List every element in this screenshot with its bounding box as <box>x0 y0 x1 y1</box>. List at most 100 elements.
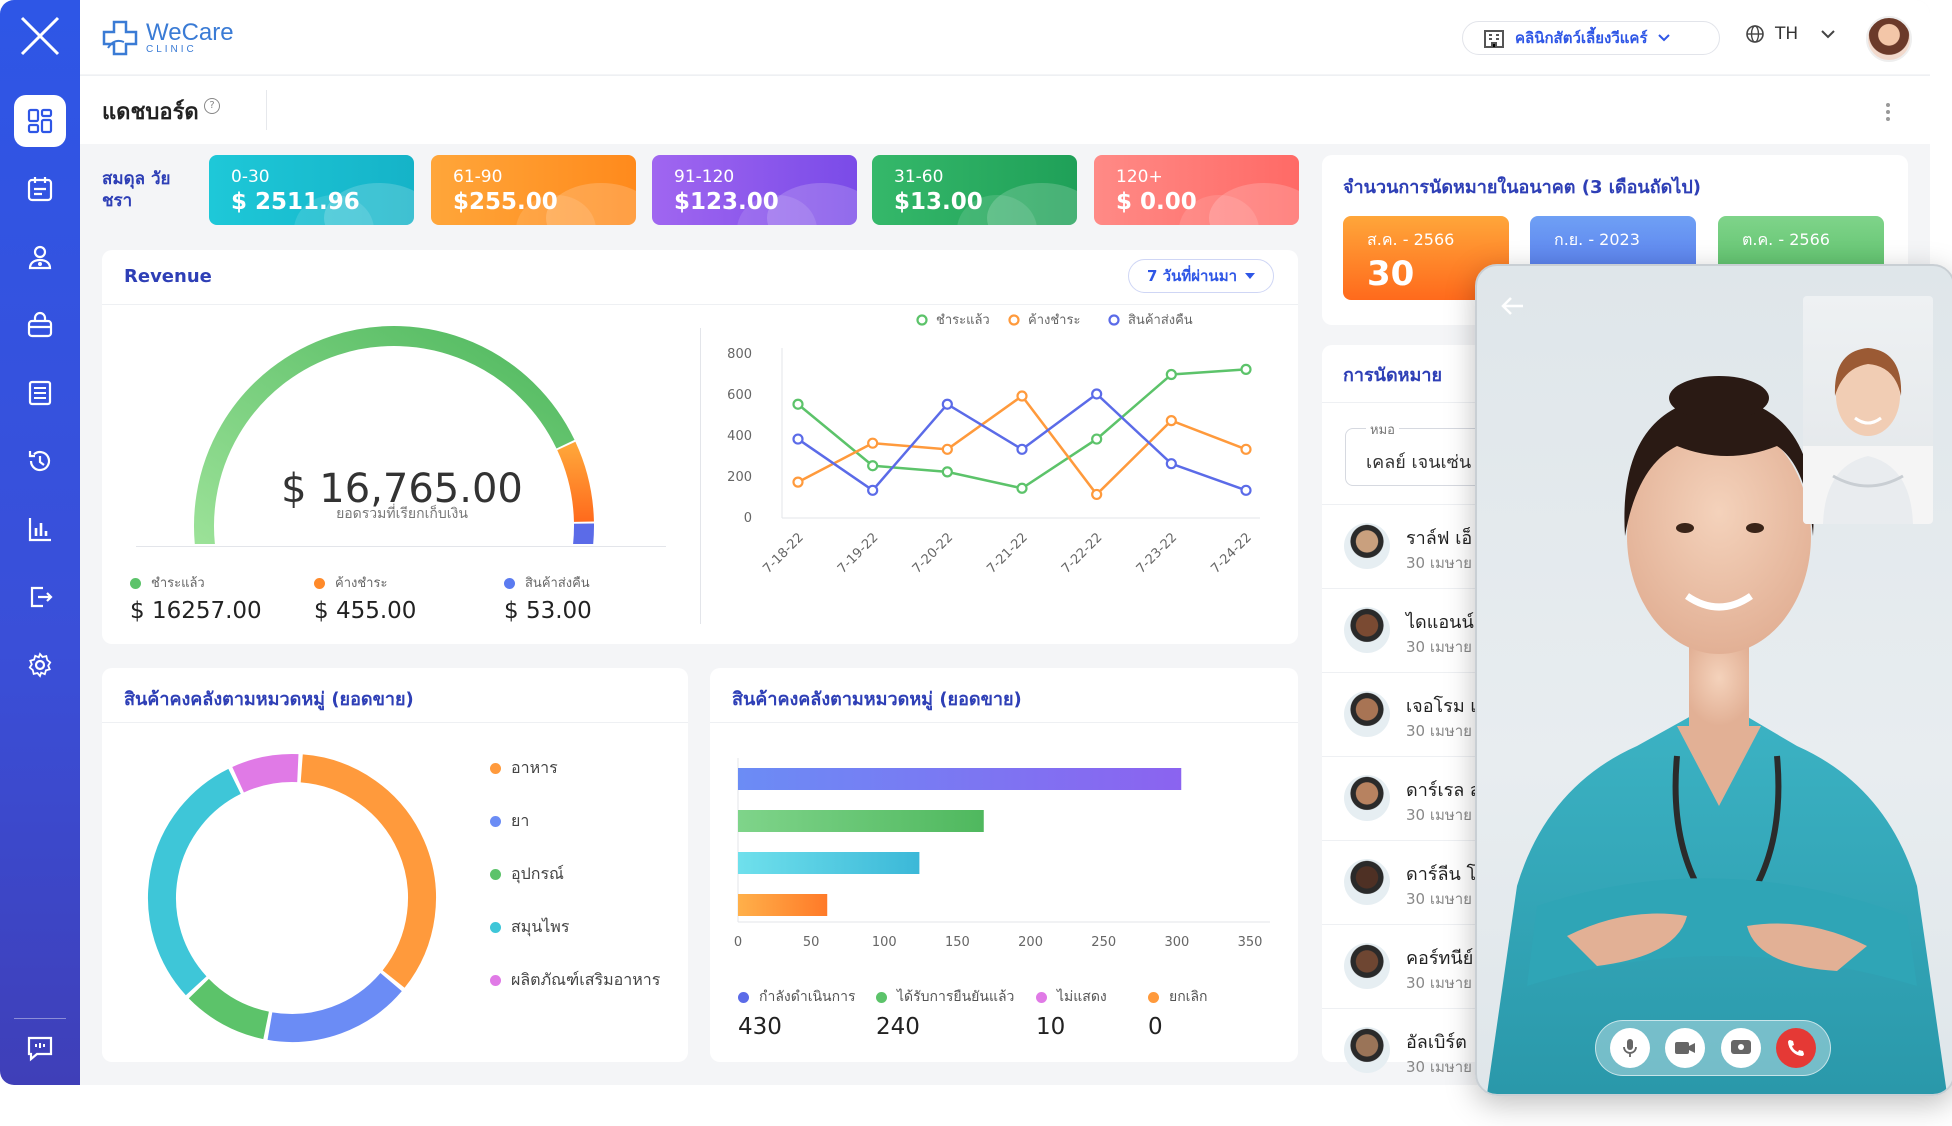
back-arrow-icon[interactable] <box>1501 296 1525 316</box>
end-call-button[interactable] <box>1776 1028 1817 1068</box>
donut-legend-item: อุปกรณ์ <box>490 862 564 887</box>
sidebar-item-store[interactable] <box>14 299 66 351</box>
data-point[interactable] <box>792 398 804 410</box>
appointment-row[interactable]: ราล์ฟ เอ็ 30 เมษาย <box>1322 504 1582 589</box>
share-button[interactable] <box>1720 1028 1761 1068</box>
month-label: ส.ค. - 2566 <box>1367 230 1455 249</box>
aging-card-0-30[interactable]: 0-30 $ 2511.96 <box>209 155 414 225</box>
data-point[interactable] <box>1016 390 1028 402</box>
legend-dot <box>876 991 887 1003</box>
data-point[interactable] <box>1091 388 1103 400</box>
help-icon[interactable]: ? <box>204 98 220 114</box>
appointment-row[interactable]: ดาร์ลีน โ 30 เมษาย <box>1322 840 1582 925</box>
patient-video-pip[interactable] <box>1803 296 1933 524</box>
mic-button[interactable] <box>1609 1028 1650 1068</box>
sidebar-item-patients[interactable] <box>14 231 66 283</box>
clinic-cross-icon <box>102 20 138 56</box>
data-point[interactable] <box>941 398 953 410</box>
appointment-row[interactable]: ไดแอนน์ 30 เมษาย <box>1322 588 1582 673</box>
patient-avatar <box>1344 943 1390 989</box>
aging-card-61-90[interactable]: 61-90 $255.00 <box>431 155 636 225</box>
data-point[interactable] <box>1091 433 1103 445</box>
doctor-select[interactable]: หมอ เคลย์ เจนเซ่น <box>1345 419 1545 486</box>
status-label: กำลังดำเนินการ <box>759 989 856 1005</box>
aging-card-120+[interactable]: 120+ $ 0.00 <box>1094 155 1299 225</box>
legend-marker <box>916 314 928 326</box>
legend-label: อาหาร <box>511 758 558 777</box>
sidebar-item-settings[interactable] <box>14 639 66 691</box>
appointment-row[interactable]: ดาร์เรล ส 30 เมษาย <box>1322 756 1582 841</box>
appointment-row[interactable]: เจอโรม เ 30 เมษาย <box>1322 672 1582 757</box>
language-select[interactable]: TH <box>1745 24 1836 44</box>
sidebar-item-feedback[interactable] <box>14 1022 66 1074</box>
patient-video-feed <box>1803 348 1933 524</box>
donut-slice-0[interactable] <box>300 754 436 988</box>
camera-button[interactable] <box>1665 1028 1706 1068</box>
brand-name: WeCare <box>146 18 234 46</box>
data-point[interactable] <box>1016 443 1028 455</box>
data-point[interactable] <box>1165 415 1177 427</box>
x-tick-label: 250 <box>1091 935 1116 950</box>
status-value: 0 <box>1148 1014 1163 1040</box>
data-point[interactable] <box>1240 484 1252 496</box>
bar-0[interactable] <box>738 768 1182 790</box>
appointment-row[interactable]: คอร์ทนีย์ 30 เมษาย <box>1322 924 1582 1009</box>
data-point[interactable] <box>1240 363 1252 375</box>
data-point[interactable] <box>1240 443 1252 455</box>
user-avatar[interactable] <box>1866 16 1912 62</box>
appointment-row[interactable]: อัลเบิร์ต 30 เมษาย <box>1322 1008 1582 1085</box>
data-point[interactable] <box>867 484 879 496</box>
status-label: ได้รับการยืนยันแล้ว <box>897 989 1015 1005</box>
data-point[interactable] <box>792 433 804 445</box>
call-controls <box>1595 1020 1831 1076</box>
appointment-date: 30 เมษาย <box>1406 554 1472 572</box>
sidebar-item-records[interactable] <box>14 367 66 419</box>
sidebar-item-logout[interactable] <box>14 571 66 623</box>
bar-2[interactable] <box>738 852 920 874</box>
logo-x-icon[interactable] <box>18 14 62 58</box>
legend-label: ชำระแล้ว <box>936 313 990 328</box>
revenue-gauge <box>194 326 594 544</box>
aging-value: $13.00 <box>894 189 983 215</box>
video-call-window[interactable] <box>1475 264 1952 1096</box>
data-point[interactable] <box>1016 482 1028 494</box>
data-point[interactable] <box>1091 488 1103 501</box>
sidebar-item-appointments[interactable] <box>14 163 66 215</box>
x-tick-label: 7-20-22 <box>910 530 956 576</box>
data-point[interactable] <box>867 460 879 472</box>
aging-value: $255.00 <box>453 189 558 215</box>
aging-card-91-120[interactable]: 91-120 $123.00 <box>652 155 857 225</box>
legend-dot <box>490 975 501 986</box>
chevron-down-icon <box>1821 30 1835 39</box>
sidebar-item-reports[interactable] <box>14 503 66 555</box>
gauge-segment-paid <box>194 326 575 544</box>
brand-logo[interactable]: WeCare CLINIC <box>100 18 234 58</box>
donut-slice-1[interactable] <box>267 972 402 1042</box>
donut-slice-4[interactable] <box>232 754 299 793</box>
donut-slice-3[interactable] <box>148 768 241 996</box>
donut-slice-2[interactable] <box>188 978 270 1040</box>
data-point[interactable] <box>792 476 804 488</box>
data-point[interactable] <box>1165 368 1177 381</box>
more-menu-icon[interactable] <box>1886 100 1892 124</box>
data-point[interactable] <box>1165 458 1177 470</box>
sidebar-item-history[interactable] <box>14 435 66 487</box>
data-point[interactable] <box>941 443 953 455</box>
inventory-donut-chart <box>148 754 436 1042</box>
legend-dot <box>314 578 325 589</box>
date-range-select[interactable]: 7 วันที่ผ่านมา <box>1128 259 1274 293</box>
bar-1[interactable] <box>738 810 984 832</box>
legend-label: ผลิตภัณฑ์เสริมอาหาร <box>511 970 661 989</box>
aging-card-31-60[interactable]: 31-60 $13.00 <box>872 155 1077 225</box>
future-appointments-title: จำนวนการนัดหมายในอนาคต (3 เดือนถัดไป) <box>1343 177 1702 198</box>
bar-3[interactable] <box>738 894 828 916</box>
patient-name: เจอโรม เ <box>1406 696 1477 717</box>
top-header: WeCare CLINIC คลินิกสัตว์เลี้ยงวีแคร์ TH <box>80 0 1930 74</box>
clinic-select[interactable]: คลินิกสัตว์เลี้ยงวีแคร์ <box>1462 21 1720 55</box>
donut-legend-item: ยา <box>490 809 529 834</box>
doctor-video-feed <box>1487 376 1947 1094</box>
data-point[interactable] <box>867 437 879 449</box>
sidebar-item-dashboard[interactable] <box>14 95 66 147</box>
data-point[interactable] <box>941 466 953 478</box>
x-tick-label: 150 <box>945 935 970 950</box>
